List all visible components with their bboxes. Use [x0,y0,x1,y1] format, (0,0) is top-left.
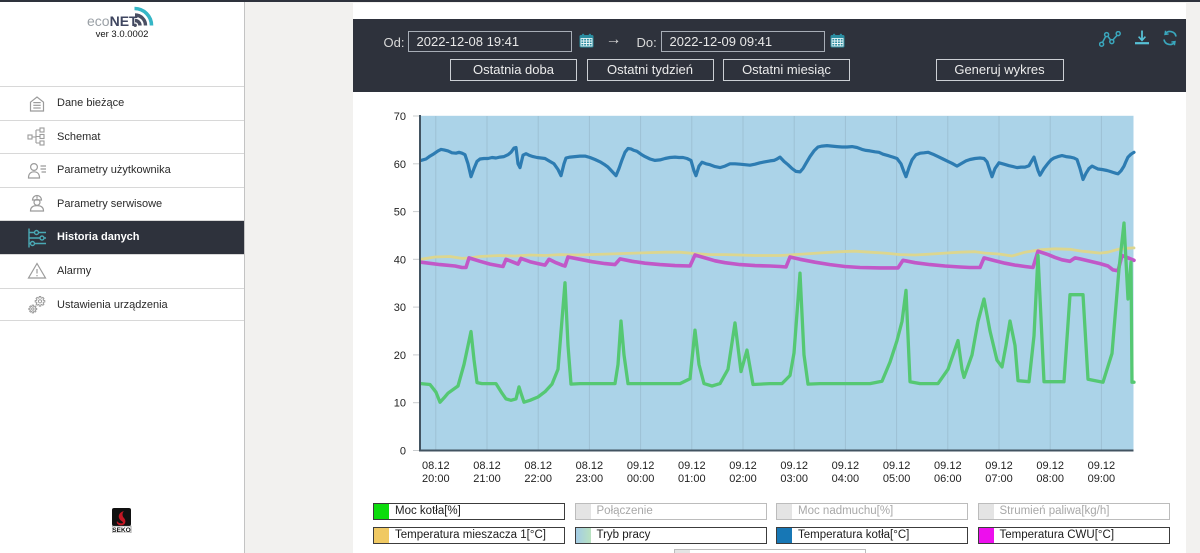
svg-text:09.12: 09.12 [985,460,1013,472]
svg-text:23:00: 23:00 [576,473,604,485]
svg-text:70: 70 [394,111,406,123]
svg-text:09.12: 09.12 [832,460,860,472]
svg-text:20:00: 20:00 [422,473,450,485]
svg-text:07:00: 07:00 [985,473,1013,485]
svg-text:40: 40 [394,254,406,266]
svg-text:10: 10 [394,398,406,410]
svg-text:22:00: 22:00 [524,473,552,485]
svg-text:06:00: 06:00 [934,473,962,485]
svg-text:09.12: 09.12 [729,460,757,472]
svg-text:01:00: 01:00 [678,473,706,485]
svg-text:50: 50 [394,207,406,219]
svg-text:09.12: 09.12 [1088,460,1116,472]
svg-text:20: 20 [394,350,406,362]
svg-text:08:00: 08:00 [1036,473,1064,485]
svg-text:SEKO: SEKO [112,527,130,533]
svg-text:08.12: 08.12 [422,460,450,472]
svg-text:02:00: 02:00 [729,473,757,485]
svg-text:08.12: 08.12 [473,460,501,472]
svg-text:09.12: 09.12 [883,460,911,472]
svg-text:09.12: 09.12 [934,460,962,472]
svg-text:0: 0 [400,446,406,458]
svg-text:09.12: 09.12 [678,460,706,472]
svg-text:09.12: 09.12 [780,460,808,472]
svg-text:09:00: 09:00 [1088,473,1116,485]
svg-text:21:00: 21:00 [473,473,501,485]
svg-text:30: 30 [394,302,406,314]
svg-text:09.12: 09.12 [627,460,655,472]
svg-text:05:00: 05:00 [883,473,911,485]
svg-text:08.12: 08.12 [576,460,604,472]
svg-text:08.12: 08.12 [524,460,552,472]
svg-text:60: 60 [394,159,406,171]
svg-text:03:00: 03:00 [780,473,808,485]
svg-text:00:00: 00:00 [627,473,655,485]
svg-text:04:00: 04:00 [832,473,860,485]
svg-text:09.12: 09.12 [1036,460,1064,472]
